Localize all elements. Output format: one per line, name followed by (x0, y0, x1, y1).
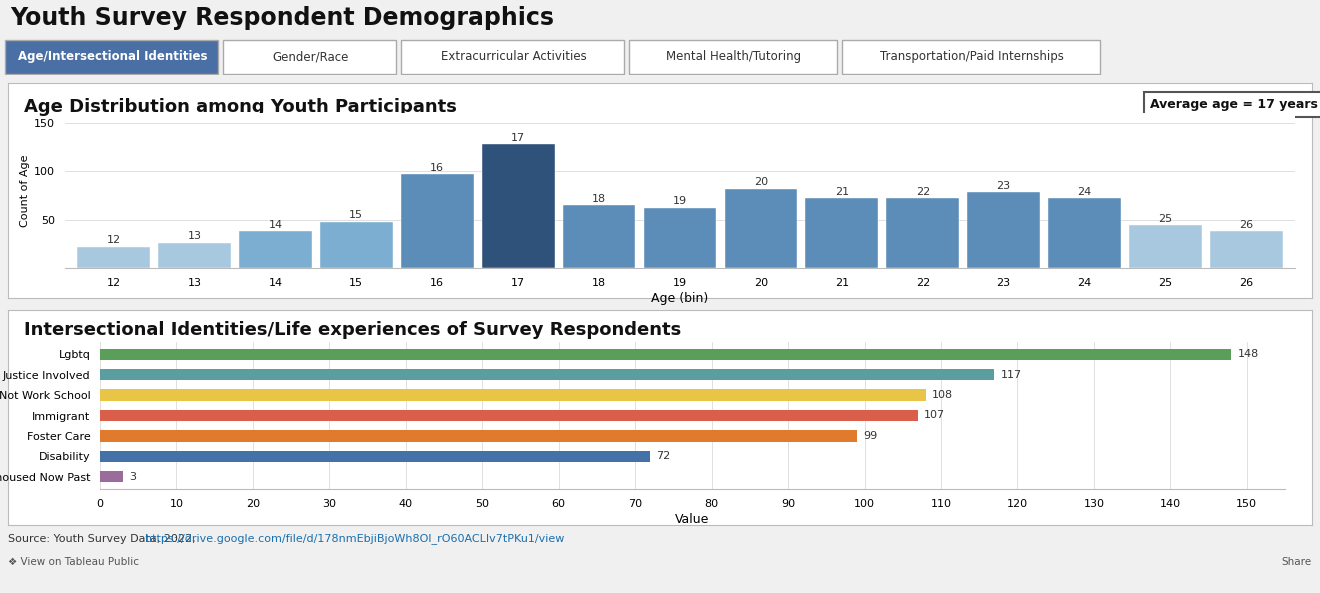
Bar (100, 410, 917, 421)
Text: Age/Intersectional Identities: Age/Intersectional Identities (17, 50, 207, 63)
Text: https://drive.google.com/file/d/178nmEbjiBjoWh8Ol_rO60ACLIv7tPKu1/view: https://drive.google.com/file/d/178nmEbj… (145, 533, 564, 544)
Bar (100, 451, 651, 462)
Y-axis label: Count of Age: Count of Age (20, 154, 30, 227)
Bar (223, 40, 396, 74)
Text: 3: 3 (129, 471, 136, 482)
Bar (842, 40, 1100, 74)
Bar (100, 471, 123, 482)
Text: Youth Survey Respondent Demographics: Youth Survey Respondent Demographics (11, 5, 554, 30)
Text: Source: Youth Survey Data, 2022,: Source: Youth Survey Data, 2022, (8, 534, 199, 544)
Text: Age Distribution among Youth Participants: Age Distribution among Youth Participant… (24, 98, 457, 116)
Text: 23: 23 (997, 181, 1011, 191)
Text: 15: 15 (350, 210, 363, 220)
Text: 148: 148 (1238, 349, 1259, 359)
Text: Extracurricular Activities: Extracurricular Activities (441, 50, 586, 63)
Text: Gender/Race: Gender/Race (272, 50, 348, 63)
Bar (1129, 225, 1203, 268)
Bar (482, 144, 554, 268)
Text: Transportation/Paid Internships: Transportation/Paid Internships (880, 50, 1064, 63)
Text: 19: 19 (673, 196, 688, 206)
Text: 17: 17 (511, 133, 525, 142)
Bar (805, 198, 878, 268)
Text: 25: 25 (1159, 214, 1172, 224)
Bar (5, 40, 218, 74)
Bar (886, 198, 960, 268)
Text: 22: 22 (916, 187, 929, 197)
Text: 20: 20 (754, 177, 768, 187)
Bar (725, 189, 797, 268)
Text: 108: 108 (932, 390, 953, 400)
Bar (1048, 198, 1121, 268)
Bar (630, 40, 837, 74)
Text: 117: 117 (1001, 369, 1022, 380)
Bar (77, 247, 150, 268)
Text: 14: 14 (268, 220, 282, 229)
Bar (644, 208, 717, 268)
Bar (158, 243, 231, 268)
Bar (1210, 231, 1283, 268)
Text: 99: 99 (863, 431, 878, 441)
Text: 26: 26 (1239, 220, 1254, 229)
X-axis label: Value: Value (676, 513, 710, 526)
Bar (562, 205, 635, 268)
X-axis label: Age (bin): Age (bin) (651, 292, 709, 305)
Text: Average age = 17 years: Average age = 17 years (1150, 98, 1317, 111)
Bar (401, 40, 624, 74)
Text: 16: 16 (430, 162, 445, 173)
Bar (319, 222, 393, 268)
Text: 72: 72 (656, 451, 671, 461)
Text: Mental Health/Tutoring: Mental Health/Tutoring (667, 50, 801, 63)
Text: Share: Share (1282, 557, 1312, 567)
Bar (100, 349, 1232, 360)
Bar (968, 193, 1040, 268)
Text: 24: 24 (1077, 187, 1092, 197)
Text: 13: 13 (187, 231, 202, 241)
Text: 18: 18 (591, 193, 606, 203)
Text: 21: 21 (834, 187, 849, 197)
Text: 12: 12 (107, 235, 120, 246)
Bar (401, 174, 474, 268)
Bar (100, 431, 857, 442)
Bar (100, 390, 925, 401)
Bar (239, 231, 312, 268)
Text: ❖ View on Tableau Public: ❖ View on Tableau Public (8, 557, 139, 567)
Text: Intersectional Identities/Life experiences of Survey Respondents: Intersectional Identities/Life experienc… (24, 321, 681, 339)
Text: 107: 107 (924, 410, 945, 420)
Bar (100, 369, 994, 380)
